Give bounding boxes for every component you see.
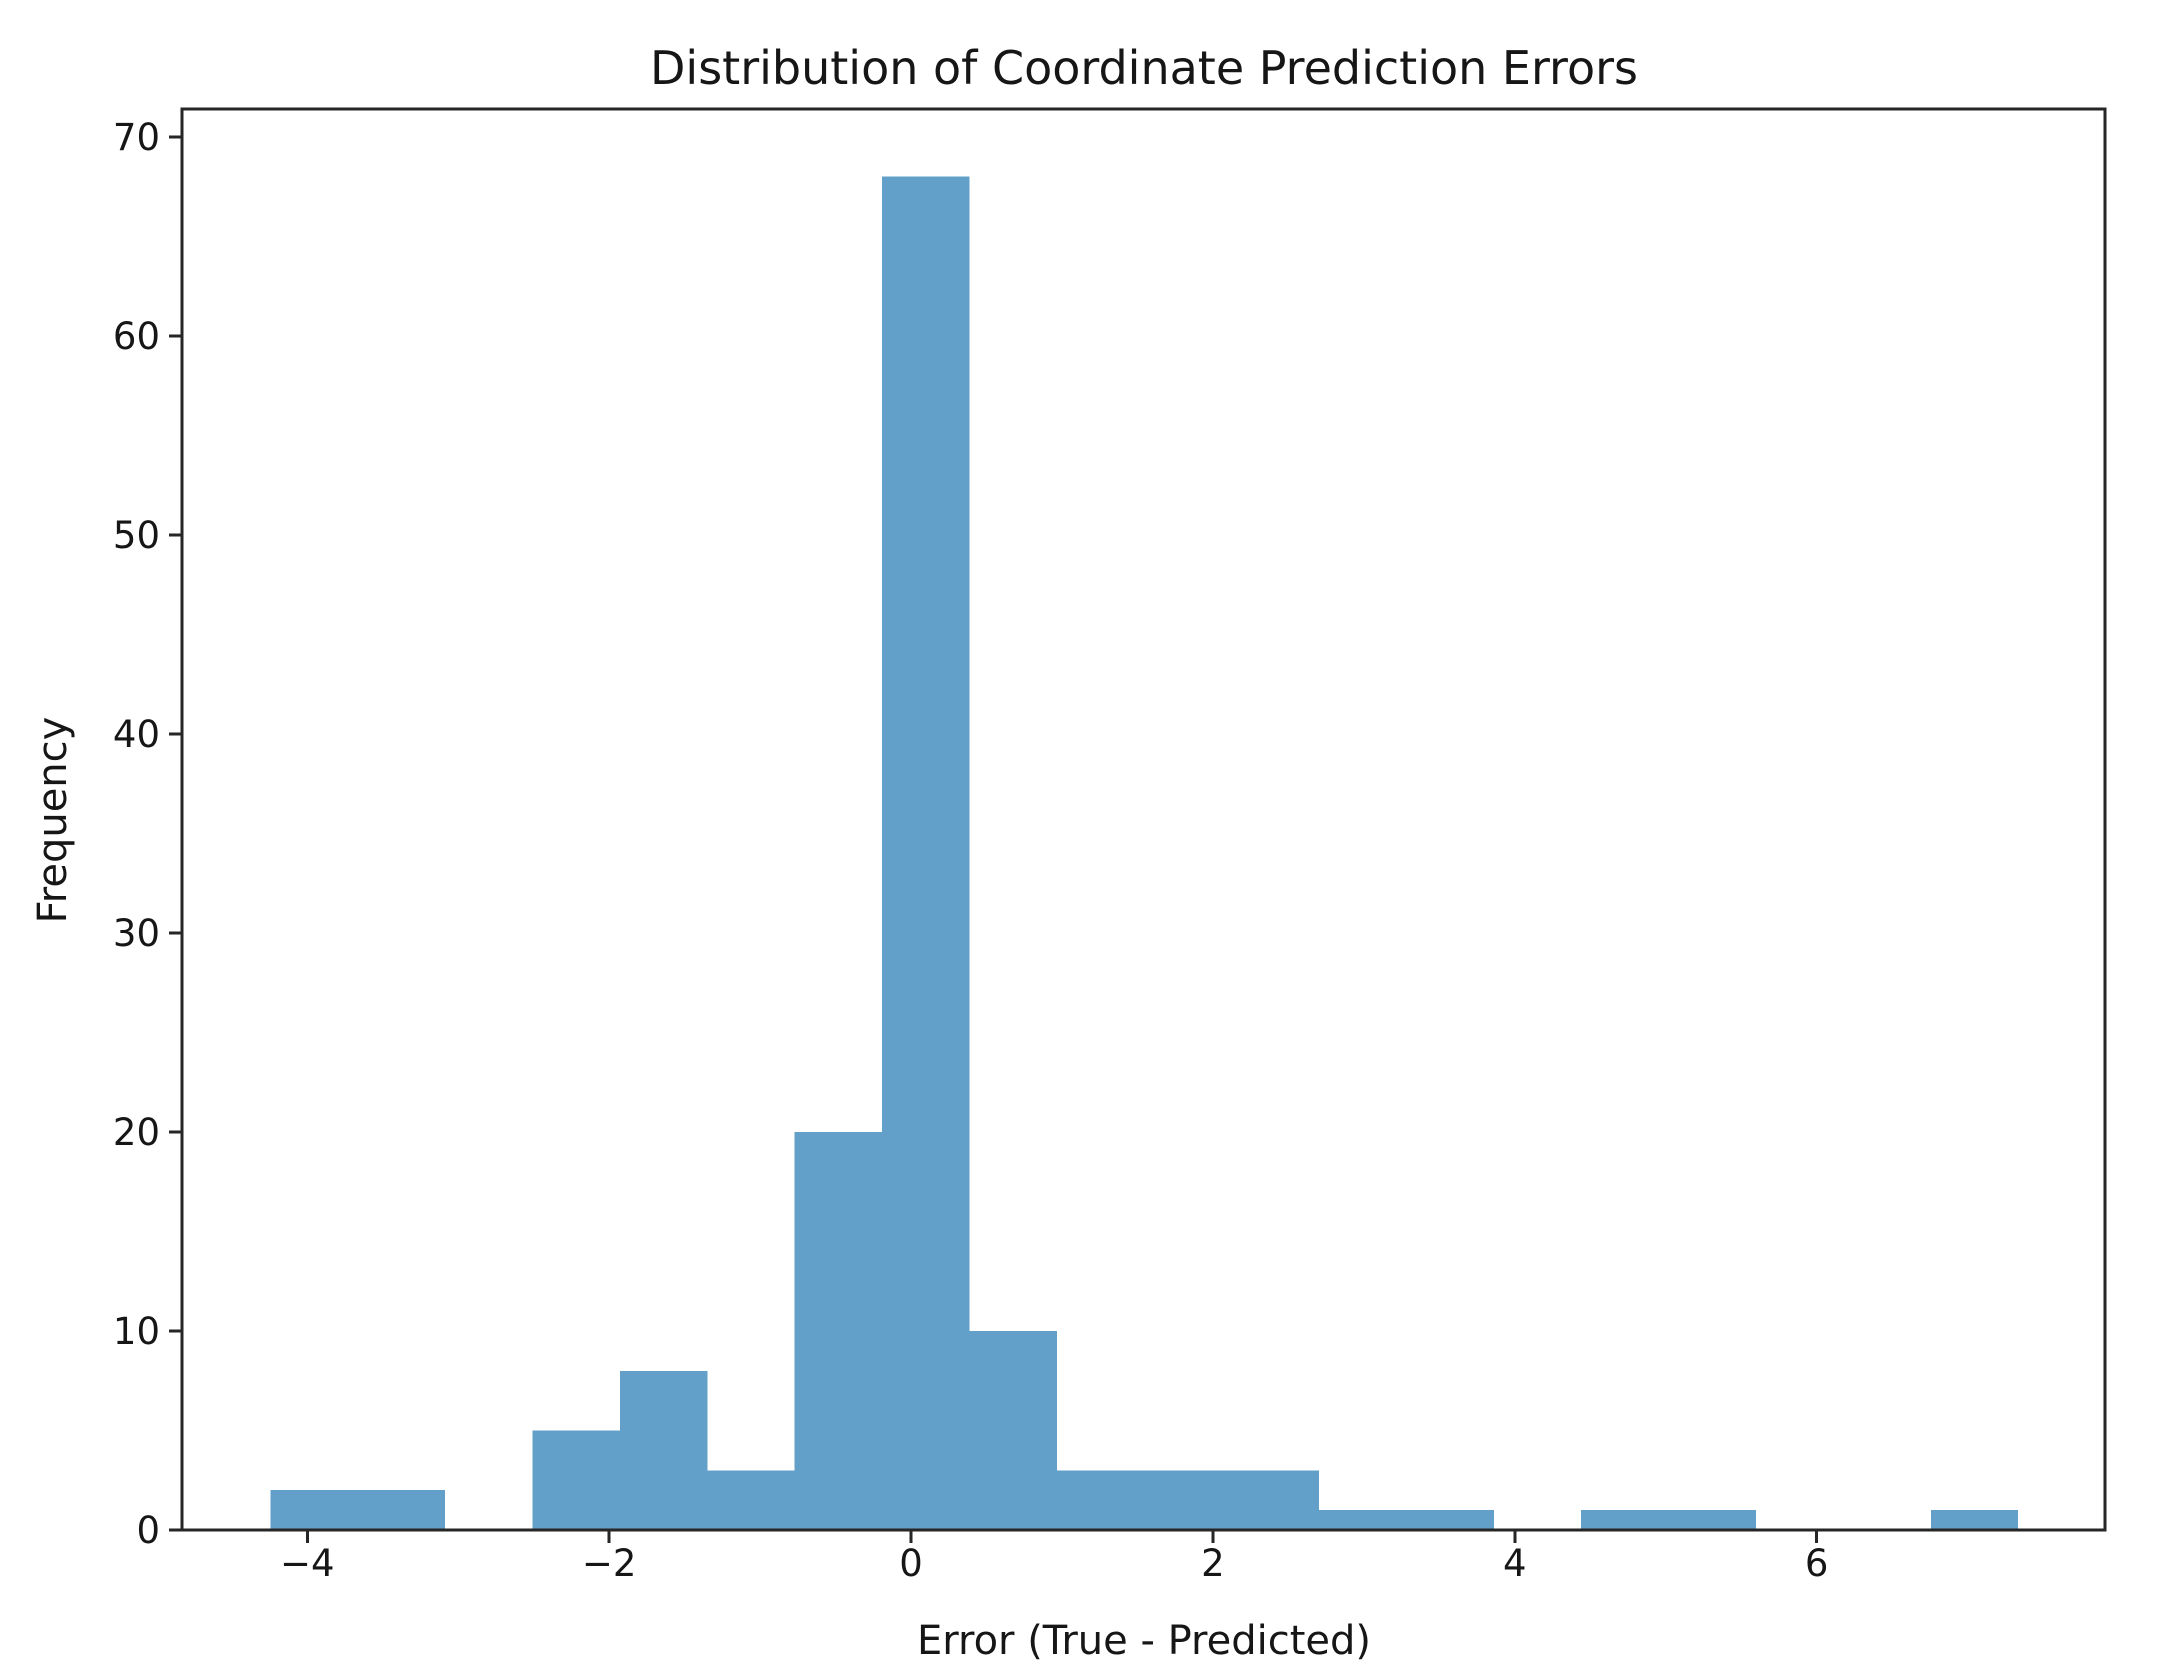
histogram-bar — [794, 1131, 883, 1530]
x-axis-label: Error (True - Predicted) — [917, 1618, 1371, 1664]
bars-group — [270, 176, 2019, 1530]
y-tick-label: 0 — [136, 1509, 160, 1552]
y-tick-label: 70 — [113, 116, 160, 159]
histogram-bar — [619, 1370, 708, 1530]
histogram-bar — [1581, 1510, 1669, 1530]
histogram-bar — [357, 1490, 446, 1530]
plot-border — [180, 107, 2107, 1532]
y-tick-label: 30 — [113, 912, 160, 955]
chart-title: Distribution of Coordinate Prediction Er… — [650, 41, 1638, 95]
histogram-bar — [969, 1330, 1057, 1530]
histogram-bar — [882, 176, 970, 1530]
x-tick-label: 2 — [1201, 1542, 1225, 1585]
x-tick-label: 0 — [899, 1542, 923, 1585]
histogram-bar — [1056, 1470, 1145, 1530]
histogram-bar — [270, 1490, 358, 1530]
x-tick-label: 4 — [1503, 1542, 1527, 1585]
y-tick-label: 50 — [113, 514, 160, 557]
histogram-bar — [1930, 1510, 2019, 1530]
histogram-bar — [1406, 1510, 1494, 1530]
histogram-bar — [1231, 1470, 1320, 1530]
axes-group — [169, 107, 2107, 1543]
histogram-bar — [1668, 1510, 1757, 1530]
y-axis-label: Frequency — [30, 717, 76, 924]
y-tick-label: 40 — [113, 713, 160, 756]
histogram-bar — [1144, 1470, 1232, 1530]
x-tick-label: −4 — [280, 1542, 335, 1585]
x-tick-label: −2 — [582, 1542, 637, 1585]
histogram-bar — [1319, 1510, 1407, 1530]
histogram-bar — [532, 1430, 620, 1530]
x-tick-label: 6 — [1805, 1542, 1829, 1585]
histogram-bar — [707, 1470, 795, 1530]
y-tick-label: 60 — [113, 315, 160, 358]
y-tick-label: 10 — [113, 1310, 160, 1353]
y-tick-label: 20 — [113, 1111, 160, 1154]
